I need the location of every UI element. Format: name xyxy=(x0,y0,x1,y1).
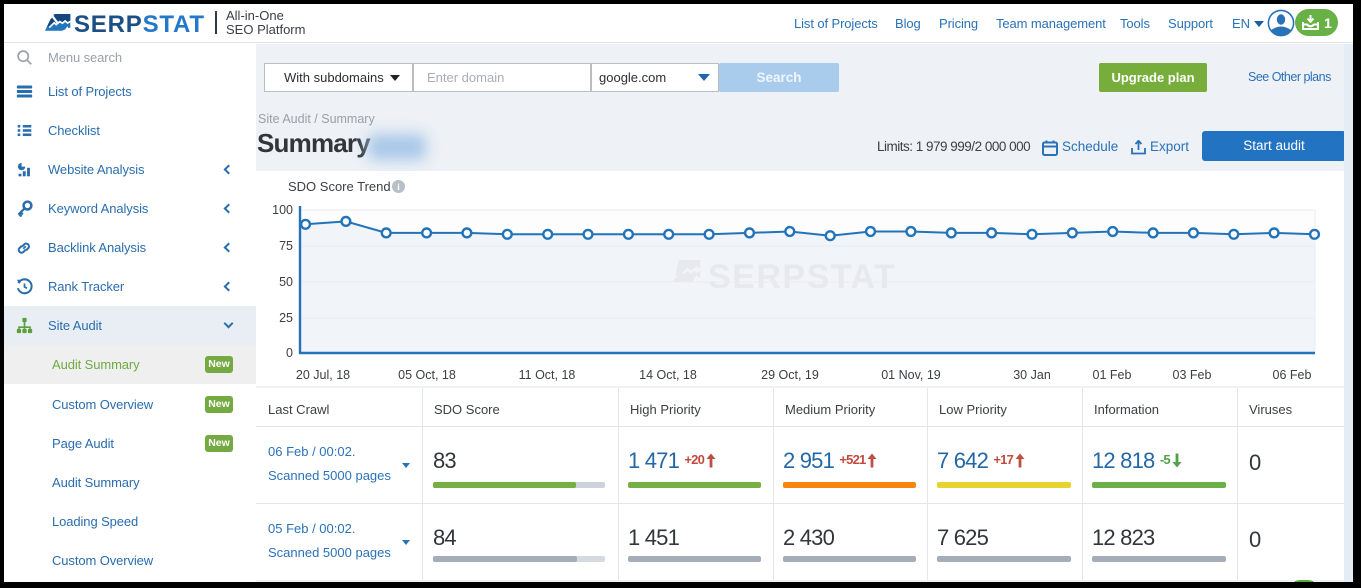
svg-text:03 Feb: 03 Feb xyxy=(1173,368,1212,382)
svg-text:30 Jan: 30 Jan xyxy=(1013,368,1051,382)
svg-text:SERPSTAT: SERPSTAT xyxy=(708,258,896,296)
svg-text:01 Nov, 19: 01 Nov, 19 xyxy=(881,368,941,382)
svg-text:05 Oct, 18: 05 Oct, 18 xyxy=(398,368,456,382)
svg-text:01 Feb: 01 Feb xyxy=(1093,368,1132,382)
svg-text:20 Jul, 18: 20 Jul, 18 xyxy=(296,368,350,382)
svg-text:25: 25 xyxy=(279,311,293,325)
svg-text:i: i xyxy=(397,182,400,192)
svg-text:06 Feb: 06 Feb xyxy=(1273,368,1312,382)
svg-text:0: 0 xyxy=(286,346,293,360)
svg-text:75: 75 xyxy=(279,239,293,253)
svg-text:14 Oct, 18: 14 Oct, 18 xyxy=(639,368,697,382)
svg-text:50: 50 xyxy=(279,275,293,289)
svg-text:11 Oct, 18: 11 Oct, 18 xyxy=(519,368,576,382)
svg-text:100: 100 xyxy=(272,203,293,217)
svg-text:29 Oct, 19: 29 Oct, 19 xyxy=(761,368,819,382)
